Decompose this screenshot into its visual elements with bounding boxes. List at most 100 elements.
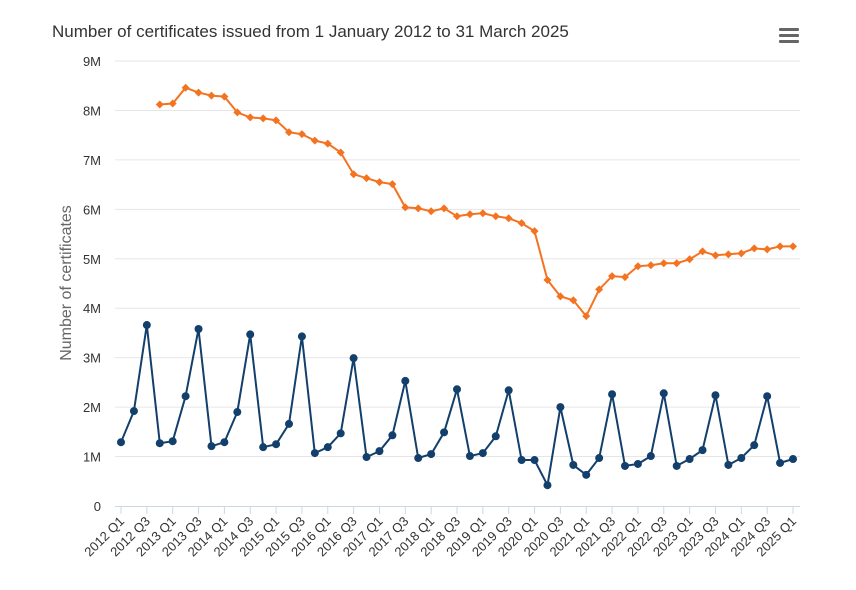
- data-point: [621, 461, 629, 470]
- data-point: [285, 128, 293, 137]
- data-point: [517, 456, 526, 465]
- data-point: [427, 450, 436, 459]
- data-point: [375, 178, 384, 187]
- data-point: [711, 251, 720, 260]
- y-tick-label: 9M: [83, 54, 101, 69]
- y-tick-label: 3M: [83, 351, 101, 366]
- data-point: [181, 392, 190, 401]
- data-point: [776, 242, 785, 251]
- y-tick-label: 1M: [83, 450, 101, 465]
- data-point: [285, 419, 293, 428]
- data-point: [582, 470, 591, 479]
- data-point: [323, 139, 332, 148]
- data-point: [362, 174, 371, 183]
- data-point: [595, 285, 604, 294]
- data-point: [297, 332, 306, 341]
- data-point: [621, 273, 629, 282]
- data-point: [440, 428, 449, 437]
- data-point: [543, 481, 552, 490]
- data-point: [633, 459, 642, 468]
- y-tick-label: 6M: [83, 202, 101, 217]
- data-point: [504, 386, 513, 395]
- data-point: [789, 455, 797, 464]
- data-point: [698, 247, 707, 256]
- y-tick-label: 5M: [83, 252, 101, 267]
- data-point: [207, 91, 216, 100]
- data-point: [724, 250, 733, 259]
- data-point: [388, 431, 397, 440]
- data-point: [608, 272, 617, 281]
- data-point: [427, 207, 436, 216]
- data-point: [763, 392, 772, 401]
- data-point: [672, 259, 681, 268]
- hamburger-menu-icon[interactable]: [779, 28, 799, 44]
- data-point: [181, 83, 190, 92]
- data-point: [233, 108, 242, 117]
- data-point: [556, 292, 565, 301]
- data-point: [220, 438, 229, 447]
- data-point: [168, 99, 177, 108]
- data-point: [401, 376, 410, 385]
- data-point: [168, 437, 177, 446]
- data-point: [375, 447, 384, 456]
- data-point: [453, 385, 461, 394]
- y-tick-label: 0: [94, 499, 101, 514]
- data-point: [737, 454, 746, 463]
- data-point: [117, 438, 125, 447]
- data-point: [155, 439, 164, 448]
- data-point: [453, 212, 461, 221]
- data-point: [672, 461, 681, 470]
- data-point: [272, 116, 281, 125]
- y-axis-label: Number of certificates: [58, 205, 75, 361]
- data-point: [659, 389, 668, 398]
- data-point: [750, 244, 759, 253]
- data-point: [750, 441, 759, 450]
- data-point: [259, 443, 268, 452]
- data-point: [685, 455, 694, 464]
- data-point: [595, 454, 604, 463]
- data-point: [543, 276, 552, 285]
- data-point: [246, 330, 255, 339]
- data-point: [789, 242, 797, 251]
- data-point: [504, 214, 513, 223]
- data-point: [491, 432, 500, 441]
- data-point: [310, 449, 319, 458]
- data-point: [517, 219, 526, 228]
- data-point: [259, 114, 268, 123]
- series-line-0: [159, 86, 793, 318]
- y-tick-label: 4M: [83, 301, 101, 316]
- data-point: [142, 321, 151, 330]
- data-point: [207, 442, 216, 451]
- data-point: [465, 210, 474, 219]
- data-point: [349, 354, 358, 363]
- data-point: [569, 460, 578, 469]
- data-point: [659, 259, 668, 268]
- data-point: [646, 261, 655, 270]
- data-point: [336, 148, 345, 157]
- data-point: [246, 113, 255, 122]
- data-point: [737, 249, 746, 258]
- data-point: [491, 212, 500, 221]
- data-point: [129, 407, 138, 416]
- data-point: [582, 312, 591, 321]
- data-point: [440, 204, 449, 213]
- data-point: [724, 460, 733, 469]
- data-point: [194, 88, 203, 97]
- data-point: [233, 408, 242, 417]
- data-point: [465, 452, 474, 461]
- y-tick-label: 7M: [83, 153, 101, 168]
- data-point: [362, 453, 371, 462]
- data-point: [569, 296, 578, 305]
- data-point: [414, 454, 423, 463]
- data-point: [155, 100, 164, 109]
- data-point: [349, 170, 358, 179]
- data-point: [530, 227, 539, 236]
- data-point: [220, 92, 229, 101]
- data-point: [776, 458, 785, 467]
- data-point: [646, 452, 655, 461]
- data-point: [556, 403, 565, 412]
- data-point: [297, 130, 306, 139]
- y-tick-label: 2M: [83, 400, 101, 415]
- y-tick-label: 8M: [83, 103, 101, 118]
